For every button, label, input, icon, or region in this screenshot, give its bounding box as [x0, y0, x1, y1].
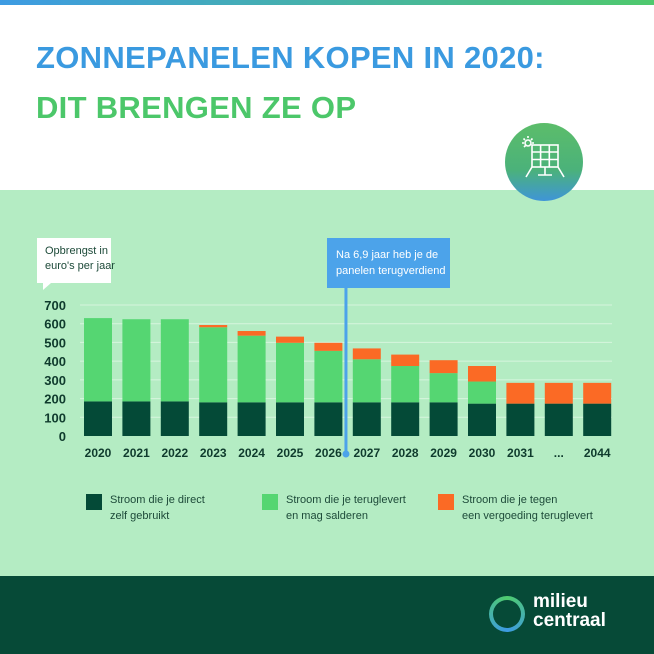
bar-segment-salderen — [276, 342, 304, 403]
title-line-2: DIT BRENGEN ZE OP — [36, 90, 357, 125]
legend-swatch — [86, 494, 102, 510]
bar-segment-direct — [544, 403, 573, 436]
y-tick-label: 0 — [59, 429, 66, 444]
legend-item-salderen: Stroom die je teruglevert en mag salderen — [262, 492, 406, 524]
legend-item-direct: Stroom die je direct zelf gebruikt — [86, 492, 205, 524]
x-tick-label: 2025 — [277, 446, 304, 460]
bar-segment-salderen — [468, 381, 496, 404]
y-tick-label: 500 — [44, 335, 66, 350]
bar-segment-vergoeding — [544, 382, 573, 404]
bar-segment-salderen — [391, 366, 420, 403]
x-tick-label: 2021 — [123, 446, 150, 460]
callout-line-1: Na 6,9 jaar heb je de — [336, 249, 439, 261]
legend-text: en mag salderen — [286, 510, 368, 522]
y-axis-label-line-1: Opbrengst in — [45, 245, 108, 257]
logo-line-2: centraal — [533, 610, 606, 631]
bar-segment-vergoeding — [391, 354, 420, 367]
bar-segment-salderen — [160, 319, 189, 402]
bar-segment-vergoeding — [583, 382, 612, 404]
bar-segment-vergoeding — [314, 342, 343, 351]
y-tick-label: 400 — [44, 354, 66, 369]
bar-segment-direct — [84, 401, 112, 436]
bar-segment-salderen — [84, 318, 112, 402]
legend-text: Stroom die je teruglevert — [286, 494, 406, 506]
x-tick-label: ... — [554, 446, 564, 460]
bar-segment-vergoeding — [237, 331, 266, 336]
bar-segment-salderen — [314, 350, 343, 403]
bar-segment-salderen — [237, 335, 266, 403]
y-tick-label: 200 — [44, 392, 66, 407]
payback-dot — [342, 450, 350, 458]
bar-segment-salderen — [352, 359, 381, 403]
x-tick-label: 2031 — [507, 446, 534, 460]
bar-segment-direct — [391, 402, 420, 436]
legend-text: Stroom die je direct — [110, 494, 205, 506]
bar-segment-salderen — [429, 373, 458, 403]
x-tick-label: 2024 — [238, 446, 265, 460]
legend-text: Stroom die je tegen — [462, 494, 558, 506]
bar-segment-salderen — [199, 327, 228, 403]
bar-segment-direct — [160, 401, 189, 436]
title-line-1: ZONNEPANELEN KOPEN IN 2020: — [36, 40, 545, 75]
x-tick-label: 2029 — [430, 446, 457, 460]
bar-segment-direct — [468, 403, 496, 436]
x-tick-label: 2022 — [161, 446, 188, 460]
bar-segment-direct — [276, 402, 304, 436]
bar-segment-direct — [237, 402, 266, 436]
bar-segment-direct — [506, 403, 535, 436]
legend-text: een vergoeding teruglevert — [462, 510, 593, 522]
payback-callout: Na 6,9 jaar heb je de panelen terugverdie… — [327, 238, 450, 288]
bar-segment-vergoeding — [429, 360, 458, 374]
footer — [0, 576, 654, 654]
y-tick-label: 100 — [44, 410, 66, 425]
bar-segment-salderen — [122, 319, 151, 402]
bar-segment-vergoeding — [199, 325, 228, 328]
y-axis-label: Opbrengst in euro's per jaar — [37, 238, 115, 290]
callout-line-2: panelen terugverdiend — [336, 265, 446, 277]
y-tick-label: 300 — [44, 373, 66, 388]
legend-text: zelf gebruikt — [110, 510, 170, 522]
x-tick-label: 2020 — [85, 446, 112, 460]
legend-swatch — [438, 494, 454, 510]
legend-item-vergoeding: Stroom die je tegen een vergoeding terugl… — [438, 492, 593, 524]
bar-segment-direct — [314, 402, 343, 436]
bar-segment-direct — [199, 402, 228, 436]
top-gradient-bar — [0, 0, 654, 5]
bar-segment-vergoeding — [276, 336, 304, 343]
y-tick-label: 700 — [44, 298, 66, 313]
bar-segment-vergoeding — [468, 366, 496, 382]
logo-line-1: milieu — [533, 591, 588, 612]
logo-text: milieu centraal — [533, 592, 606, 630]
bar-segment-direct — [429, 402, 458, 436]
bar-segment-direct — [122, 401, 151, 436]
stacked-bar-chart: 0 100 200 300 400 500 600 700 2020 2021 2022 2023 20… — [44, 288, 612, 460]
x-tick-label: 2023 — [200, 446, 227, 460]
y-tick-label: 600 — [44, 317, 66, 332]
bar-segment-direct — [352, 402, 381, 436]
logo-ring-icon — [489, 596, 525, 632]
legend-swatch — [262, 494, 278, 510]
bar-segment-vergoeding — [352, 348, 381, 360]
y-axis-label-line-2: euro's per jaar — [45, 260, 115, 272]
bar-segment-direct — [583, 403, 612, 436]
x-tick-label: 2027 — [353, 446, 380, 460]
x-tick-label: 2044 — [584, 446, 611, 460]
x-tick-label: 2030 — [469, 446, 496, 460]
x-tick-label: 2026 — [315, 446, 342, 460]
x-tick-label: 2028 — [392, 446, 419, 460]
bar-segment-vergoeding — [506, 382, 535, 404]
solar-panel-icon — [505, 123, 583, 201]
